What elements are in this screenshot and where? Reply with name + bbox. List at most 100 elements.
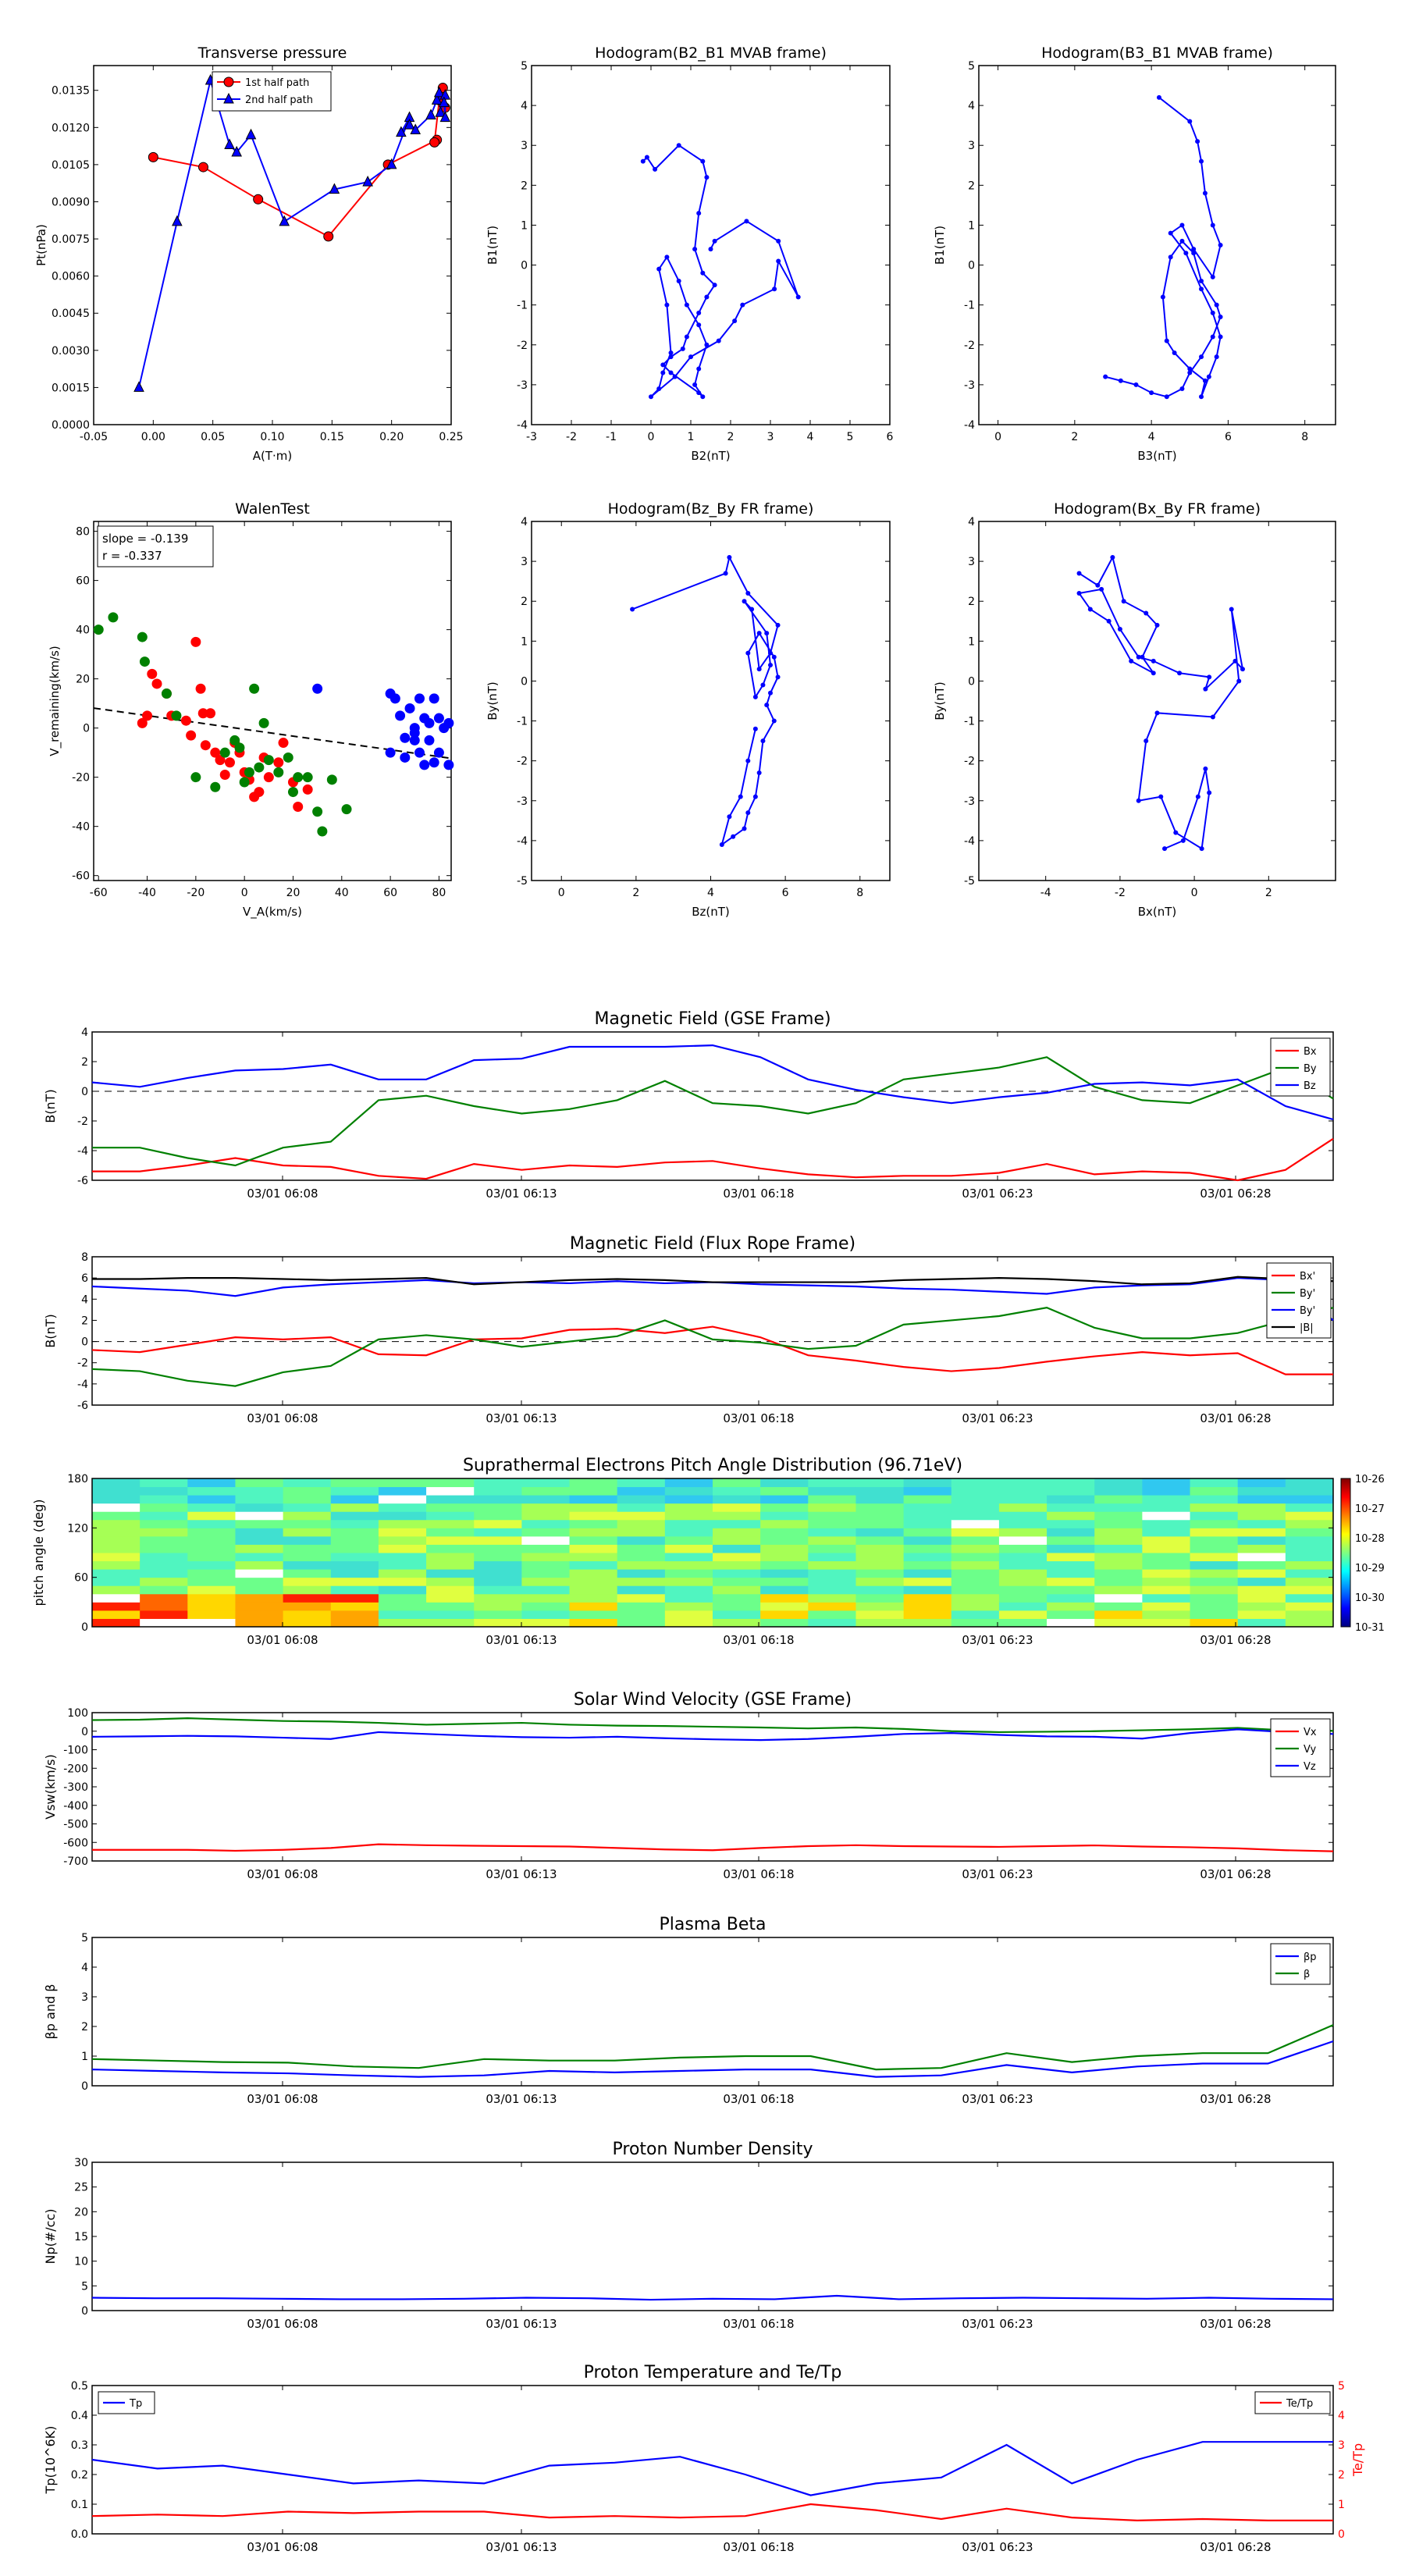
pad-cell xyxy=(378,1553,427,1562)
h2-ytick-label: 2 xyxy=(968,180,975,192)
h4-point xyxy=(1140,654,1145,660)
h3-ytick-label: -1 xyxy=(517,716,528,728)
pad-cell xyxy=(140,1528,188,1537)
pad-cell xyxy=(713,1495,761,1504)
h4-point xyxy=(1144,738,1149,744)
pad-cell xyxy=(664,1610,713,1619)
h3-ytick-label: 0 xyxy=(521,675,528,688)
h3-ytick-label: 4 xyxy=(521,516,528,528)
pad-cell xyxy=(426,1560,475,1570)
pad-cell xyxy=(998,1528,1048,1537)
pad-cell xyxy=(998,1544,1048,1553)
pad-cell xyxy=(1047,1610,1095,1619)
pad-cell xyxy=(569,1585,618,1595)
h4-point xyxy=(1195,794,1200,799)
pad-cell xyxy=(808,1577,856,1586)
pad-cell xyxy=(760,1486,809,1496)
pad-cell xyxy=(664,1569,713,1578)
pad-cell xyxy=(760,1478,809,1488)
ts3-series-Vz xyxy=(91,1728,1334,1742)
tp-ytick-label: 0.0135 xyxy=(52,85,90,98)
h1-xtick-label: 6 xyxy=(887,431,894,443)
pad-cell xyxy=(998,1569,1048,1578)
walen-point xyxy=(254,787,265,798)
walen-point xyxy=(429,693,439,704)
pad-cell xyxy=(378,1511,427,1521)
tp-point xyxy=(396,126,407,137)
pad-cell xyxy=(855,1478,905,1488)
ts3-ytick-label: -300 xyxy=(63,1781,88,1794)
ts6-ylabel: Tp(10^6K) xyxy=(43,2426,58,2495)
h4-point xyxy=(1207,790,1212,795)
pad-cell xyxy=(1285,1528,1334,1537)
h2-point xyxy=(1187,366,1193,372)
pad-cell xyxy=(1094,1569,1143,1578)
pad-cell xyxy=(808,1519,856,1528)
pad-cell xyxy=(330,1503,379,1512)
h1-point xyxy=(696,211,702,216)
h1-ytick-label: -2 xyxy=(517,340,528,352)
pad-cell xyxy=(426,1602,475,1611)
pad-cell xyxy=(521,1495,571,1504)
ts4-xtick-label: 03/01 06:08 xyxy=(247,2092,318,2106)
pad-cell xyxy=(998,1478,1048,1488)
h2-xtick-label: 0 xyxy=(994,431,1001,443)
ts6-series-Tp xyxy=(91,2441,1333,2496)
pad-cell xyxy=(283,1618,332,1628)
walen-point xyxy=(137,717,148,728)
h4-axes-frame xyxy=(978,521,1336,881)
h4-xtick-label: 2 xyxy=(1265,887,1272,899)
pad-ytick-label: 120 xyxy=(67,1522,88,1535)
pad-cell xyxy=(951,1511,1000,1521)
pad-cell xyxy=(426,1528,475,1537)
h2-point xyxy=(1187,370,1193,375)
ts1-ytick-label: 0 xyxy=(81,1086,88,1098)
tp-ytick-label: 0.0045 xyxy=(52,308,90,320)
ts1-ytick-label: -4 xyxy=(77,1145,88,1158)
ts5-xtick-label: 03/01 06:23 xyxy=(962,2317,1033,2331)
pad-cell xyxy=(1237,1495,1286,1504)
pad-cell xyxy=(1047,1560,1095,1570)
pad-cell xyxy=(187,1478,236,1488)
pad-cell xyxy=(1094,1560,1143,1570)
pad-cell xyxy=(1190,1569,1239,1578)
pad-cell xyxy=(140,1495,188,1504)
pad-cell xyxy=(855,1569,905,1578)
pad-cell xyxy=(569,1535,618,1545)
h1-xtick-label: -2 xyxy=(566,431,577,443)
walen-ytick-label: 80 xyxy=(76,526,90,539)
pad-cell xyxy=(521,1544,571,1553)
walen-point xyxy=(254,762,265,773)
ts4-legend-label: β xyxy=(1304,1969,1310,1980)
ts5-ytick-label: 20 xyxy=(74,2206,88,2218)
pad-cell xyxy=(378,1528,427,1537)
pad-cell xyxy=(1142,1553,1191,1562)
pad-cell xyxy=(617,1602,666,1611)
h2-point xyxy=(1103,374,1108,379)
h1-point xyxy=(644,155,649,160)
ts4-ytick-label: 0 xyxy=(81,2080,88,2093)
pad-cell xyxy=(760,1602,809,1611)
h2-point xyxy=(1187,119,1193,124)
pad-cell xyxy=(1142,1528,1191,1537)
h1-ytick-label: -3 xyxy=(517,379,528,392)
pad-cell xyxy=(92,1486,140,1496)
h3-point xyxy=(764,703,770,708)
h1-series-line xyxy=(642,144,799,397)
pad-cell xyxy=(140,1519,188,1528)
pad-cell xyxy=(235,1585,284,1595)
pad-cell xyxy=(569,1618,618,1628)
pad-cell xyxy=(235,1602,284,1611)
pad-cell xyxy=(378,1519,427,1528)
pad-cell xyxy=(92,1535,140,1545)
h3-ylabel: By(nT) xyxy=(486,681,500,720)
pad-cell xyxy=(1285,1511,1334,1521)
pad-xtick-label: 03/01 06:23 xyxy=(962,1633,1033,1647)
pad-cell xyxy=(187,1585,236,1595)
walen-annotation-r: r = -0.337 xyxy=(102,549,162,563)
ts1-series-Bz xyxy=(91,1044,1334,1121)
pad-cell xyxy=(998,1503,1048,1512)
h1-point xyxy=(704,342,710,347)
pad-cell xyxy=(808,1535,856,1545)
